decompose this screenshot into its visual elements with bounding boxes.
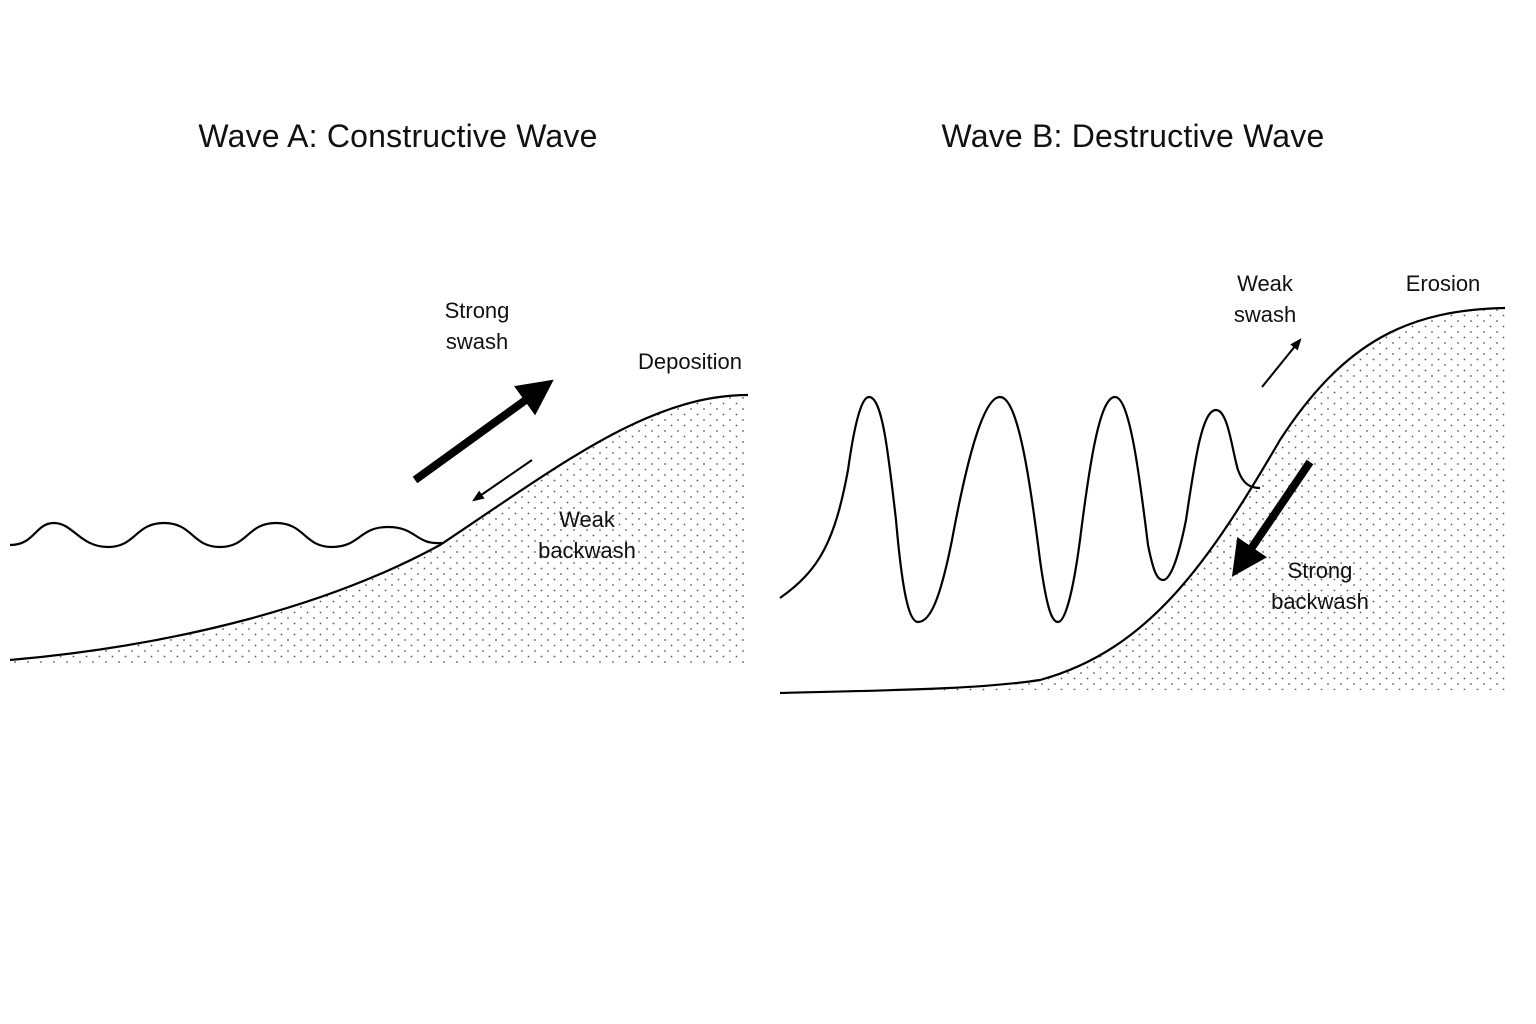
panel-b-sand-fill: [780, 308, 1505, 693]
strong-swash-label-line2: swash: [445, 329, 509, 354]
panel-b-title: Wave B: Destructive Wave: [941, 118, 1325, 154]
panel-a-sand-fill: [10, 395, 748, 665]
strong-swash-label-line1: Strong: [444, 298, 510, 323]
panel-a-diagram: [9, 379, 749, 665]
panel-b-diagram: [779, 306, 1506, 695]
weak-backwash-arrow: [472, 459, 533, 502]
weak-swash-arrow: [1261, 338, 1302, 388]
weak-backwash-label: Weak backwash: [538, 504, 636, 566]
panel-a-title: Wave A: Constructive Wave: [198, 118, 598, 154]
weak-swash-label-line1: Weak: [1237, 271, 1293, 296]
strong-swash-arrow: [412, 379, 554, 484]
weak-swash-label-line2: swash: [1233, 302, 1297, 327]
panel-a-beach-profile: [9, 393, 749, 662]
weak-swash-label: Weak swash: [1234, 268, 1296, 330]
strong-backwash-arrow: [1231, 459, 1314, 577]
strong-swash-label: Strong swash: [445, 295, 510, 357]
strong-backwash-label-line1: Strong: [1287, 558, 1353, 583]
strong-backwash-label-line2: backwash: [1271, 589, 1369, 614]
erosion-label: Erosion: [1405, 271, 1481, 296]
weak-backwash-label-line2: backwash: [538, 538, 636, 563]
deposition-label: Deposition: [638, 349, 742, 374]
weak-backwash-label-line1: Weak: [559, 507, 615, 532]
strong-backwash-label: Strong backwash: [1271, 555, 1369, 617]
panel-a-sea-surface: [9, 521, 443, 549]
panel-b-beach-profile: [779, 306, 1506, 695]
panel-b-sea-surface: [779, 395, 1261, 624]
